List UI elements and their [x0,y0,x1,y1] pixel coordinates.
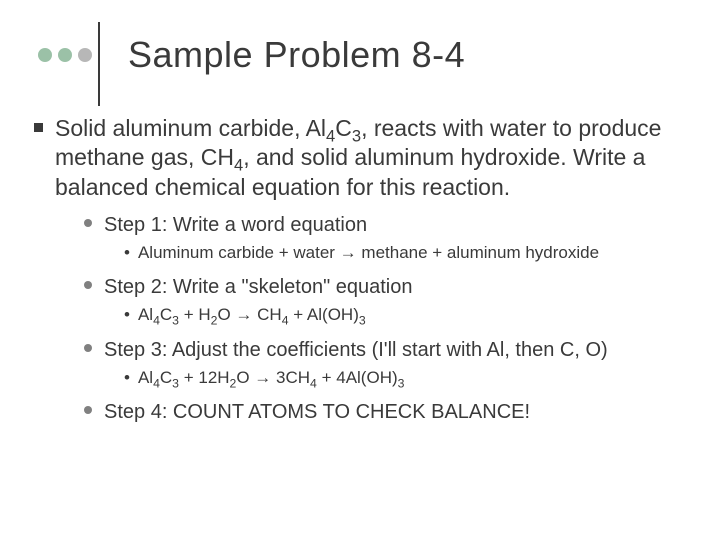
disc-bullet-icon [84,219,92,227]
step-label: Step 2: Write a "skeleton" equation [104,274,412,300]
disc-bullet-icon [84,281,92,289]
square-bullet-icon [34,123,43,132]
subscript: 4 [326,127,335,146]
dot-icon [78,48,92,62]
slide-title: Sample Problem 8-4 [128,34,465,76]
step-detail-text: Al4C3 + H2O → CH4 + Al(OH)3 [138,304,366,326]
header-divider [98,22,100,106]
dot-bullet-icon: • [124,242,130,264]
step-label: Step 1: Write a word equation [104,212,367,238]
text-fragment: Solid aluminum carbide, Al [55,115,326,141]
step-detail-text: Aluminum carbide + water → methane + alu… [138,242,599,264]
disc-bullet-icon [84,344,92,352]
step-item: Step 4: COUNT ATOMS TO CHECK BALANCE! [84,399,680,425]
problem-text: Solid aluminum carbide, Al4C3, reacts wi… [55,114,680,202]
step-detail-text: Al4C3 + 12H2O → 3CH4 + 4Al(OH)3 [138,367,405,389]
header-dots [38,48,92,62]
step-detail: • Al4C3 + 12H2O → 3CH4 + 4Al(OH)3 [124,367,680,389]
dot-bullet-icon: • [124,304,130,326]
step-detail: • Aluminum carbide + water → methane + al… [124,242,680,264]
subscript: 4 [234,156,243,175]
slide: Sample Problem 8-4 Solid aluminum carbid… [0,0,720,540]
dot-bullet-icon: • [124,367,130,389]
step-item: Step 3: Adjust the coefficients (I'll st… [84,337,680,363]
subscript: 3 [352,127,361,146]
step-item: Step 1: Write a word equation [84,212,680,238]
disc-bullet-icon [84,406,92,414]
slide-content: Solid aluminum carbide, Al4C3, reacts wi… [0,110,720,425]
dot-icon [58,48,72,62]
step-label: Step 3: Adjust the coefficients (I'll st… [104,337,608,363]
step-item: Step 2: Write a "skeleton" equation [84,274,680,300]
slide-header: Sample Problem 8-4 [0,0,720,110]
step-detail: • Al4C3 + H2O → CH4 + Al(OH)3 [124,304,680,326]
step-label: Step 4: COUNT ATOMS TO CHECK BALANCE! [104,399,530,425]
text-fragment: C [335,115,352,141]
dot-icon [38,48,52,62]
steps-list: Step 1: Write a word equation • Aluminum c… [34,212,680,424]
problem-statement: Solid aluminum carbide, Al4C3, reacts wi… [34,114,680,202]
